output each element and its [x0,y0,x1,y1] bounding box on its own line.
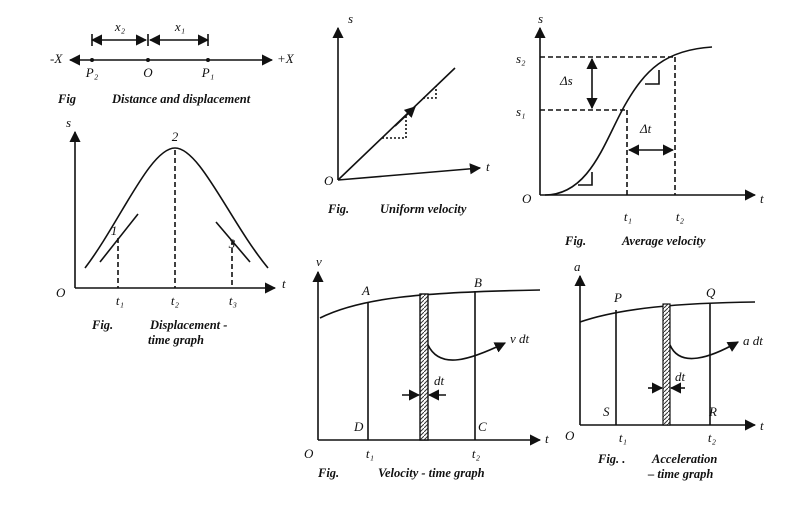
triangle [578,172,593,186]
label: O [143,65,153,80]
panel-velocity-time: v A B D C O t t₁ t₂ v dt dt Fig. Velocit… [304,254,549,480]
tangent [215,221,251,263]
arrow [394,106,416,127]
caption: Uniform velocity [380,202,467,216]
label: t₂ [171,293,180,308]
label: v dt [510,331,530,346]
label: a dt [743,333,763,348]
label: 2 [172,129,179,144]
label: x₂ [114,19,126,34]
label: t₂ [676,209,685,224]
label: -X [50,51,63,66]
label: a [574,259,581,274]
label: t [760,418,764,433]
label: s₁ [516,104,526,119]
arrow [669,341,739,360]
label: D [353,419,364,434]
caption: Velocity - time graph [378,466,485,480]
caption: Fig. . [597,452,625,466]
curve [84,147,269,269]
triangle [423,86,437,99]
label: t₂ [708,430,717,445]
label: t₂ [472,446,481,461]
label: O [56,285,66,300]
label: t [282,276,286,291]
caption: Acceleration [651,452,717,466]
arrow [427,342,507,361]
panel-acceleration-time: a P Q S R O t t₁ t₂ a dt dt Fig. . Accel… [565,259,764,481]
label: t₁ [366,446,374,461]
caption: Distance and displacement [111,92,251,106]
label: P₁ [201,65,214,80]
caption: – time graph [647,467,713,481]
label: v [316,254,322,269]
label: t₃ [229,293,237,308]
label: P [613,290,622,305]
label: t [545,431,549,446]
panel-average-velocity: s s₂ s₁ Δs Δt O t t₁ t₂ Fig. Average vel… [516,11,764,248]
caption: Displacement - [149,318,227,332]
caption: time graph [148,333,204,347]
label: O [565,428,575,443]
label: 3 [228,236,236,251]
label: R [708,404,717,419]
caption: Fig [57,92,76,106]
label: 1 [111,223,118,238]
label: dt [434,373,445,388]
curve [319,289,541,319]
curve [544,46,713,196]
label: t₁ [619,430,627,445]
label: B [474,275,482,290]
label: P₂ [85,65,99,80]
curve [579,301,756,323]
label: S [603,404,610,419]
caption: Fig. [564,234,586,248]
label: O [522,191,532,206]
label: t₁ [624,209,632,224]
label: Q [706,285,716,300]
label: O [324,173,334,188]
point [146,58,150,62]
strip [419,293,429,441]
triangle [645,70,660,85]
label: C [478,419,487,434]
label: t [486,159,490,174]
strip [662,303,671,426]
label: s [66,115,71,130]
label: s [348,11,353,26]
axis [337,163,482,181]
point [206,58,210,62]
label: s₂ [516,51,526,66]
tangent [99,213,139,263]
label: O [304,446,314,461]
caption: Fig. [327,202,349,216]
caption: Fig. [91,318,113,332]
caption: Average velocity [621,234,706,248]
panel-uniform-velocity: s O t Fig. Uniform velocity [324,11,490,216]
label: t₁ [116,293,124,308]
label: s [538,11,543,26]
panel-displacement: x₂ x₁ -X +X P₂ O P₁ Fig Distance and dis… [50,19,295,106]
label: Δt [639,121,652,136]
label: Δs [559,73,573,88]
label: dt [675,369,686,384]
label: +X [277,51,295,66]
point [90,58,94,62]
triangle [382,115,407,139]
label: A [361,283,370,298]
caption: Fig. [317,466,339,480]
panel-displacement-time: s 1 2 3 O t t₁ t₂ t₃ Fig. Displacement -… [56,115,286,347]
label: t [760,191,764,206]
label: x₁ [174,19,185,34]
